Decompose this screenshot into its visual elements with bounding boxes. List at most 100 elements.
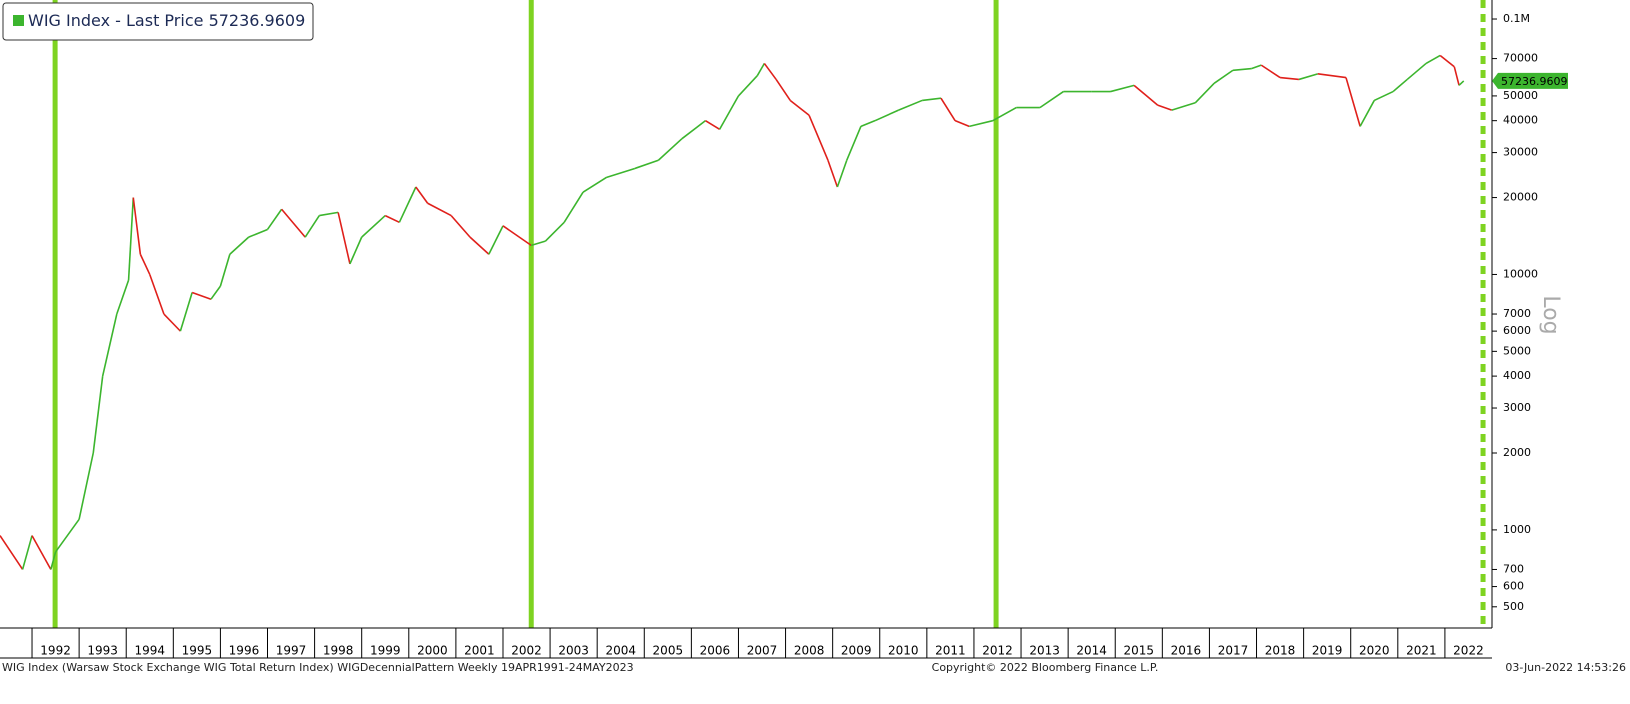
- x-tick-label: 2012: [982, 644, 1013, 658]
- price-segment: [1425, 54, 1441, 65]
- x-tick-label: 2019: [1312, 644, 1343, 658]
- x-tick-label: 1994: [134, 644, 165, 658]
- y-tick-label: 6000: [1503, 324, 1531, 337]
- price-segment: [718, 95, 740, 130]
- x-tick-label: 2008: [794, 644, 825, 658]
- price-segment: [737, 75, 758, 97]
- price-segment: [281, 208, 306, 238]
- y-tick-label: 70000: [1503, 52, 1538, 65]
- price-segment: [1157, 104, 1173, 111]
- x-tick-label: 2016: [1171, 644, 1202, 658]
- y-tick-label: 0.1M: [1503, 12, 1530, 25]
- x-tick-label: 2009: [841, 644, 872, 658]
- price-segment: [127, 197, 135, 281]
- price-segment: [1345, 77, 1361, 127]
- y-tick-label: 500: [1503, 600, 1524, 613]
- x-tick-label: 2007: [747, 644, 778, 658]
- y-tick-label: 40000: [1503, 114, 1538, 127]
- x-tick-label: 2001: [464, 644, 495, 658]
- price-segment: [874, 109, 899, 122]
- y-tick-label: 4000: [1503, 369, 1531, 382]
- footer-right: 03-Jun-2022 14:53:26: [1505, 661, 1626, 674]
- x-tick-label: 1992: [40, 644, 71, 658]
- price-segment: [1232, 67, 1252, 72]
- price-segment: [427, 202, 452, 217]
- price-segment: [1194, 82, 1215, 104]
- y-tick-label: 700: [1503, 562, 1524, 575]
- x-tick-label: 2004: [605, 644, 636, 658]
- price-segment: [763, 62, 777, 80]
- x-tick-label: 1993: [87, 644, 118, 658]
- price-segment: [349, 236, 363, 265]
- y-tick-label: 7000: [1503, 307, 1531, 320]
- price-segment: [705, 119, 721, 130]
- price-segment: [563, 191, 584, 223]
- x-tick-label: 2018: [1265, 644, 1296, 658]
- footer-left: WIG Index (Warsaw Stock Exchange WIG Tot…: [2, 661, 634, 674]
- footer-center: Copyright© 2022 Bloomberg Finance L.P.: [932, 661, 1159, 674]
- price-segment: [789, 99, 810, 116]
- price-segment: [1279, 76, 1299, 81]
- price-segment: [544, 221, 565, 242]
- price-segment: [266, 208, 283, 230]
- x-tick-label: 2015: [1124, 644, 1155, 658]
- x-tick-label: 1999: [370, 644, 401, 658]
- price-segment: [21, 535, 33, 570]
- price-segment: [469, 236, 490, 255]
- x-tick-label: 2010: [888, 644, 919, 658]
- price-segment: [502, 225, 532, 247]
- price-segment: [0, 535, 24, 570]
- legend-text: WIG Index - Last Price 57236.9609: [28, 11, 305, 30]
- y-tick-label: 20000: [1503, 191, 1538, 204]
- price-segment: [304, 215, 320, 238]
- x-tick-label: 2021: [1406, 644, 1437, 658]
- legend-value: 57236.9609: [209, 11, 306, 30]
- log-note: Log: [1538, 295, 1563, 334]
- price-segment: [860, 119, 876, 128]
- price-segment: [1133, 84, 1159, 106]
- x-tick-label: 1996: [229, 644, 260, 658]
- y-tick-label: 5000: [1503, 344, 1531, 357]
- price-segment: [1298, 73, 1318, 81]
- price-segment: [31, 535, 52, 570]
- price-segment: [1359, 100, 1375, 127]
- price-segment: [940, 97, 956, 122]
- price-segment: [179, 292, 193, 332]
- x-tick-label: 2006: [700, 644, 731, 658]
- price-segment: [582, 176, 608, 193]
- legend-box: [2, 2, 314, 41]
- price-segment: [846, 126, 862, 161]
- x-tick-label: 2000: [417, 644, 448, 658]
- y-tick-label: 30000: [1503, 146, 1538, 159]
- price-segment: [531, 240, 546, 247]
- price-segment: [415, 186, 429, 204]
- x-tick-label: 2011: [935, 644, 966, 658]
- price-segment: [1317, 73, 1347, 79]
- price-segment: [634, 159, 659, 170]
- price-segment: [248, 228, 268, 238]
- price-segment: [827, 159, 839, 188]
- price-segment: [1260, 64, 1281, 79]
- price-segment: [92, 376, 104, 454]
- price-segment: [163, 313, 181, 332]
- price-segment: [1392, 78, 1408, 93]
- price-segment: [219, 254, 231, 287]
- price-segment: [101, 313, 118, 377]
- price-segment: [756, 63, 766, 77]
- price-segment: [398, 186, 417, 223]
- price-segment: [836, 159, 848, 188]
- y-tick-label: 50000: [1503, 89, 1538, 102]
- price-segment: [969, 119, 993, 128]
- legend: WIG Index - Last Price 57236.9609: [2, 2, 314, 41]
- price-segment: [1039, 90, 1064, 109]
- legend-name: WIG Index - Last Price: [28, 11, 203, 30]
- legend-swatch: [13, 15, 24, 26]
- price-segment: [606, 167, 636, 179]
- x-tick-label: 1998: [323, 644, 354, 658]
- x-tick-label: 2017: [1218, 644, 1249, 658]
- x-tick-label: 2020: [1359, 644, 1390, 658]
- price-segment: [337, 212, 351, 265]
- price-segment: [210, 285, 222, 300]
- price-segment: [1251, 64, 1262, 70]
